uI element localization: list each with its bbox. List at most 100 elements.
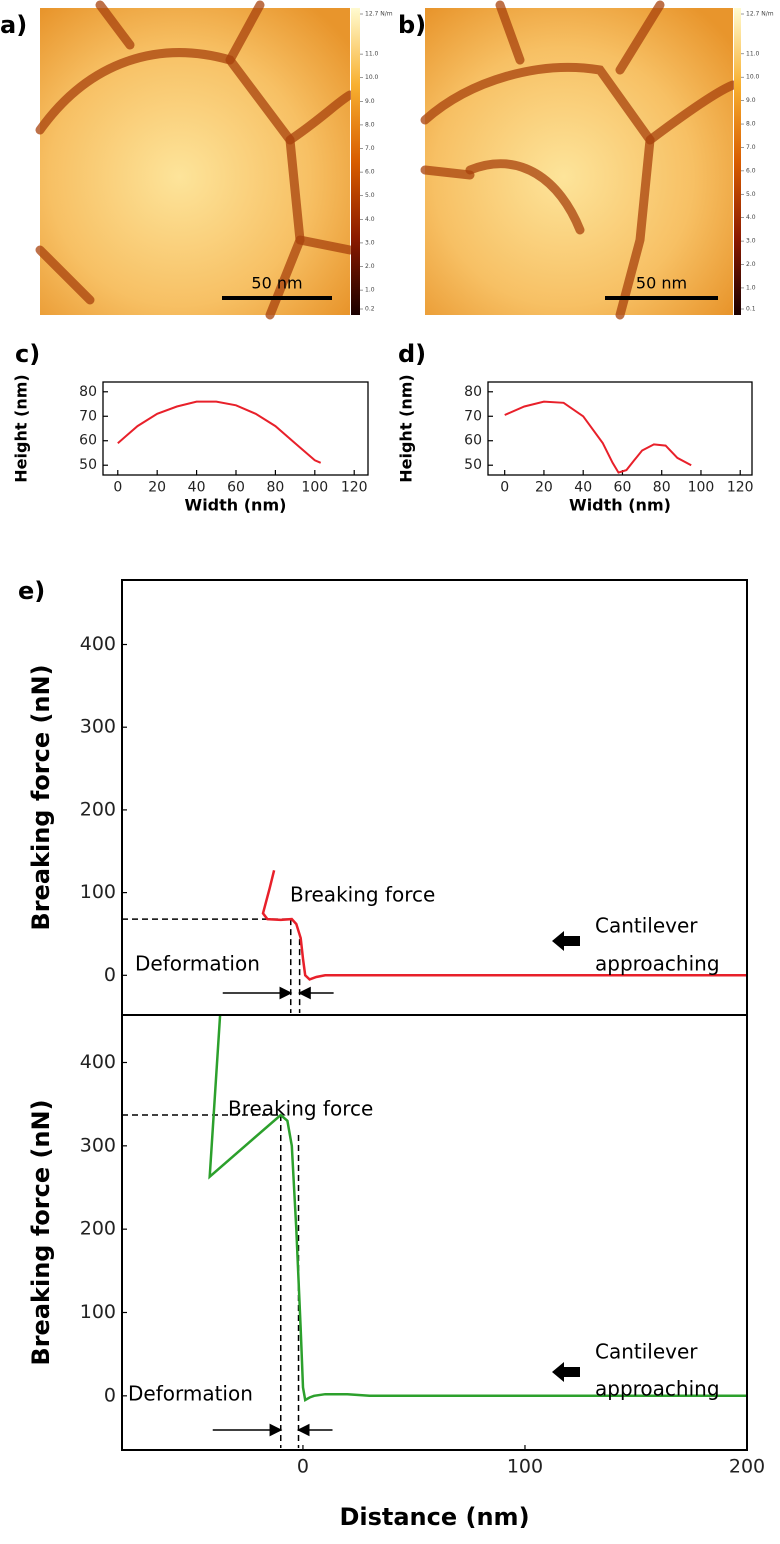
direction-arrow — [552, 931, 580, 951]
y-tick-label: 70 — [464, 408, 482, 424]
grain-boundary — [465, 159, 585, 235]
colorbar-tick-label: 5.0 — [365, 192, 375, 199]
plot-frame — [121, 579, 748, 1016]
colorbar-tick-label: 2.0 — [746, 261, 756, 268]
panel-label: a) — [0, 11, 27, 39]
x-tick-label: 200 — [729, 1456, 765, 1478]
colorbar-tick-label: 7.0 — [365, 145, 375, 152]
colorbar-tick-label: 3.0 — [365, 239, 375, 246]
colorbar-tick-label: 4.0 — [365, 216, 375, 223]
y-tick-label: 400 — [80, 633, 116, 655]
grain-boundary — [35, 245, 95, 305]
panel-label: d) — [398, 340, 426, 368]
x-tick-label: 100 — [688, 480, 715, 496]
colorbar-tick-label: 10.0 — [365, 74, 379, 81]
afm-map — [40, 8, 350, 315]
afm-map — [425, 8, 733, 315]
colorbar-tick-label: 11.0 — [746, 50, 760, 57]
x-axis-label: Distance (nm) — [339, 1503, 529, 1531]
y-tick-label: 100 — [80, 881, 116, 903]
x-tick-label: 0 — [500, 480, 509, 496]
colorbar-tick-label: 4.0 — [746, 214, 756, 221]
scale-bar-label: 50 nm — [636, 274, 687, 293]
afm-image — [35, 0, 355, 320]
plot-frame — [102, 381, 369, 476]
annotation: Deformation — [135, 952, 260, 976]
colorbar-tick-label: 11.0 — [365, 51, 379, 58]
y-tick-label: 300 — [80, 716, 116, 738]
colorbar-tick-label: 3.0 — [746, 238, 756, 245]
annotation: Cantilever — [595, 914, 698, 938]
y-tick-label: 400 — [80, 1051, 116, 1073]
grain-boundary — [420, 165, 475, 180]
colorbar-tick-label: 10.0 — [746, 74, 760, 81]
data-line — [117, 400, 322, 464]
colorbar-tick-label: 9.0 — [365, 98, 375, 105]
colorbar-tick-label: 12.7 N/m — [365, 11, 393, 18]
annotation: approaching — [595, 1377, 720, 1401]
annotation: approaching — [595, 952, 720, 976]
y-tick-label: 60 — [464, 433, 482, 449]
x-tick-label: 20 — [535, 480, 553, 496]
x-tick-label: 0 — [113, 480, 122, 496]
y-tick-label: 60 — [79, 433, 97, 449]
colorbar-tick-label: 0.1 — [746, 306, 756, 313]
colorbar-tick-label: 1.0 — [746, 284, 756, 291]
data-line — [208, 1015, 747, 1402]
annotation: Cantilever — [595, 1340, 698, 1364]
colorbar-tick-label: 6.0 — [746, 167, 756, 174]
colorbar-tick-label: 5.0 — [746, 191, 756, 198]
x-tick-label: 60 — [227, 480, 245, 496]
colorbar-tick-label: 0.2 — [365, 306, 375, 313]
y-tick-label: 300 — [80, 1134, 116, 1156]
y-tick-label: 200 — [80, 1218, 116, 1240]
plot-frame — [487, 381, 753, 476]
panel-label: e) — [18, 577, 45, 605]
annotation: Deformation — [128, 1382, 253, 1406]
colorbar-tick-label: 2.0 — [365, 263, 375, 270]
x-tick-label: 120 — [341, 480, 368, 496]
y-tick-label: 50 — [79, 457, 97, 473]
x-tick-label: 40 — [574, 480, 592, 496]
colorbar-tick-label: 9.0 — [746, 97, 756, 104]
y-axis-label: Breaking force (nN) — [27, 1099, 55, 1365]
plot-frame — [121, 1014, 748, 1451]
y-tick-label: 80 — [79, 384, 97, 400]
y-tick-label: 80 — [464, 384, 482, 400]
colorbar — [351, 8, 360, 315]
colorbar-tick-label: 8.0 — [746, 121, 756, 128]
grain-boundary — [495, 0, 665, 75]
grain-boundary — [420, 63, 655, 320]
x-tick-label: 80 — [653, 480, 671, 496]
panel-label: c) — [15, 340, 40, 368]
x-tick-label: 100 — [301, 480, 328, 496]
x-tick-label: 60 — [614, 480, 632, 496]
grain-boundary — [295, 235, 355, 255]
direction-arrow — [552, 1362, 580, 1382]
scale-bar-label: 50 nm — [251, 274, 302, 293]
colorbar-tick-label: 6.0 — [365, 169, 375, 176]
y-tick-label: 100 — [80, 1301, 116, 1323]
y-axis-label: Height (nm) — [12, 374, 31, 482]
grain-boundary — [95, 0, 265, 65]
y-tick-label: 70 — [79, 408, 97, 424]
x-tick-label: 120 — [727, 480, 754, 496]
grain-boundary — [285, 90, 355, 145]
y-axis-label: Height (nm) — [397, 374, 416, 482]
y-tick-label: 0 — [104, 964, 116, 986]
colorbar-tick-label: 12.7 N/m — [746, 11, 774, 18]
x-tick-label: 0 — [297, 1456, 309, 1478]
x-tick-label: 80 — [266, 480, 284, 496]
annotation: Breaking force — [290, 883, 435, 907]
panel-label: b) — [398, 11, 426, 39]
y-tick-label: 200 — [80, 798, 116, 820]
annotation: Breaking force — [228, 1097, 373, 1121]
x-axis-label: Width (nm) — [185, 496, 287, 515]
data-line — [504, 400, 692, 474]
x-tick-label: 20 — [148, 480, 166, 496]
x-tick-label: 100 — [507, 1456, 543, 1478]
colorbar-tick-label: 1.0 — [365, 287, 375, 294]
colorbar-tick-label: 8.0 — [365, 121, 375, 128]
afm-image — [420, 0, 738, 320]
